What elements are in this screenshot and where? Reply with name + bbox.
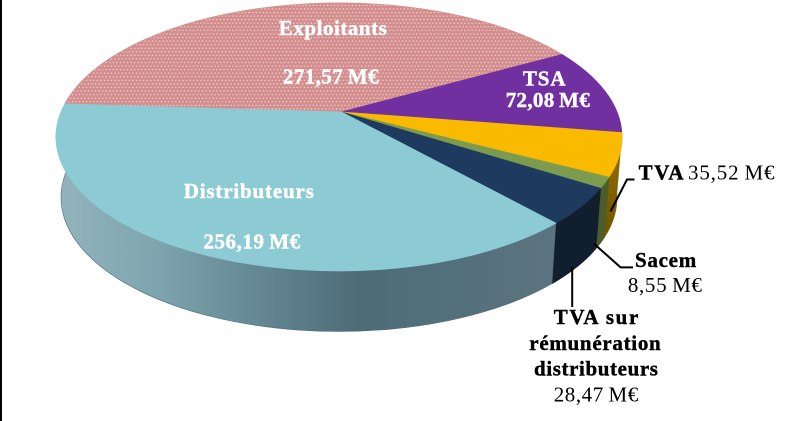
svg-text:TSA: TSA [523,67,567,91]
svg-text:distributeurs: distributeurs [534,357,658,381]
svg-text:72,08 M€: 72,08 M€ [506,88,591,112]
svg-text:271,57 M€: 271,57 M€ [283,65,379,89]
svg-text:rémunération: rémunération [529,331,661,355]
svg-text:Exploitants: Exploitants [279,16,387,40]
svg-text:35,52 M€: 35,52 M€ [688,161,775,185]
svg-text:TVA: TVA [639,161,685,185]
svg-text:256,19 M€: 256,19 M€ [203,229,300,253]
svg-text:Distributeurs: Distributeurs [184,179,314,203]
svg-text:28,47 M€: 28,47 M€ [554,382,639,406]
svg-text:Sacem: Sacem [635,248,697,272]
svg-text:TVA sur: TVA sur [554,305,639,329]
svg-text:8,55 M€: 8,55 M€ [628,273,703,297]
